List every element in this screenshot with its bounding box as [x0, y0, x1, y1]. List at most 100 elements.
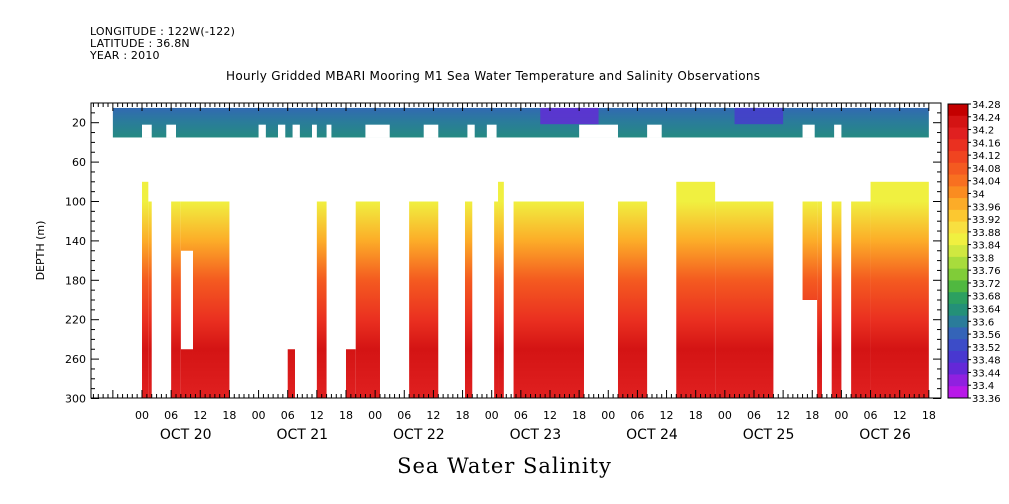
x-tick-label: 12 [543, 409, 557, 422]
colorbar-swatch [948, 104, 968, 117]
salinity-column [802, 201, 818, 300]
colorbar-swatch [948, 386, 968, 399]
colorbar-label: 34.12 [972, 151, 1001, 162]
colorbar-label: 33.88 [972, 228, 1001, 239]
y-tick-label: 100 [65, 196, 86, 209]
y-tick-label: 220 [65, 314, 86, 327]
colorbar-swatch [948, 209, 968, 223]
colorbar-swatch [948, 115, 968, 129]
data-gap [802, 124, 815, 138]
colorbar-swatch [948, 374, 968, 387]
colorbar-label: 33.76 [972, 266, 1001, 277]
y-tick-label: 260 [65, 353, 86, 366]
x-tick-label: 06 [397, 409, 411, 422]
colorbar-label: 33.36 [972, 394, 1001, 405]
data-gap [647, 124, 662, 138]
x-tick-label: 12 [776, 409, 790, 422]
x-tick-label: 00 [252, 409, 266, 422]
data-gap [423, 124, 439, 138]
colorbar-swatch [948, 350, 968, 364]
colorbar-label: 34.04 [972, 177, 1001, 188]
data-gap [277, 124, 286, 138]
x-tick-label: 12 [426, 409, 440, 422]
x-tick-label: 18 [339, 409, 353, 422]
colorbar-label: 33.8 [972, 253, 994, 264]
x-tick-label: 18 [805, 409, 819, 422]
y-axis-title: DEPTH (m) [34, 221, 47, 281]
year-label: YEAR : 2010 [90, 49, 160, 62]
colorbar-label: 33.92 [972, 215, 1001, 226]
data-gap [311, 124, 317, 138]
salinity-column [355, 201, 380, 399]
y-tick-label: 180 [65, 274, 86, 287]
salinity-column [171, 201, 181, 399]
colorbar-label: 34.16 [972, 138, 1001, 149]
latitude-label: LATITUDE : 36.8N [90, 37, 190, 50]
colorbar-label: 34.28 [972, 100, 1001, 111]
colorbar-swatch [948, 186, 968, 199]
colorbar-swatch [948, 127, 968, 140]
colorbar-label: 33.52 [972, 343, 1001, 354]
colorbar-label: 34.08 [972, 164, 1001, 175]
y-tick-label: 300 [65, 393, 86, 406]
colorbar-label: 33.44 [972, 368, 1001, 379]
colorbar-label: 33.72 [972, 279, 1001, 290]
colorbar-swatch [948, 139, 968, 152]
colorbar-label: 33.6 [972, 317, 994, 328]
x-tick-label: 00 [368, 409, 382, 422]
colorbar-swatch [948, 198, 968, 211]
x-tick-label: 12 [310, 409, 324, 422]
data-gap [365, 124, 390, 138]
colorbar-swatch [948, 268, 968, 281]
colorbar-label: 33.56 [972, 330, 1001, 341]
x-tick-label: 06 [630, 409, 644, 422]
colorbar-swatch [948, 303, 968, 317]
salinity-column [817, 201, 822, 399]
x-tick-label: 18 [222, 409, 236, 422]
salinity-column [141, 181, 149, 399]
salinity-column [345, 349, 356, 399]
x-tick-label: 12 [193, 409, 207, 422]
chart-title: Hourly Gridded MBARI Mooring M1 Sea Wate… [226, 69, 761, 83]
colorbar-swatch [948, 292, 968, 305]
colorbar-swatch [948, 339, 968, 352]
salinity-column [287, 349, 295, 399]
data-gap [467, 124, 475, 138]
day-label: OCT 24 [626, 427, 678, 443]
data-gap [292, 124, 300, 138]
colorbar-swatch [948, 174, 968, 187]
salinity-column [148, 201, 152, 399]
x-tick-label: 06 [514, 409, 528, 422]
data-gap [834, 124, 842, 138]
day-label: OCT 21 [276, 427, 328, 443]
x-tick-label: 12 [660, 409, 674, 422]
x-tick-label: 00 [485, 409, 499, 422]
x-tick-label: 06 [164, 409, 178, 422]
x-tick-label: 06 [281, 409, 295, 422]
colorbar-label: 33.64 [972, 305, 1001, 316]
day-label: OCT 22 [393, 427, 445, 443]
x-tick-label: 12 [893, 409, 907, 422]
low-salinity-patch [734, 107, 784, 125]
x-tick-label: 18 [572, 409, 586, 422]
x-tick-label: 00 [718, 409, 732, 422]
y-tick-label: 60 [72, 156, 86, 169]
salinity-column [494, 201, 499, 399]
day-label: OCT 20 [160, 427, 212, 443]
x-tick-label: 00 [601, 409, 615, 422]
colorbar-label: 33.84 [972, 241, 1001, 252]
variable-title: Sea Water Salinity [397, 454, 612, 478]
low-salinity-patch [540, 107, 599, 125]
colorbar-swatch [948, 280, 968, 293]
longitude-label: LONGITUDE : 122W(-122) [90, 25, 236, 38]
colorbar-label: 33.4 [972, 381, 994, 392]
data-gap [258, 124, 266, 138]
x-tick-label: 18 [922, 409, 936, 422]
colorbar-swatch [948, 362, 968, 375]
colorbar-frame [947, 103, 969, 399]
salinity-column [715, 201, 774, 399]
data-gap [141, 124, 152, 138]
data-gap [486, 124, 497, 138]
salinity-column [831, 201, 842, 399]
